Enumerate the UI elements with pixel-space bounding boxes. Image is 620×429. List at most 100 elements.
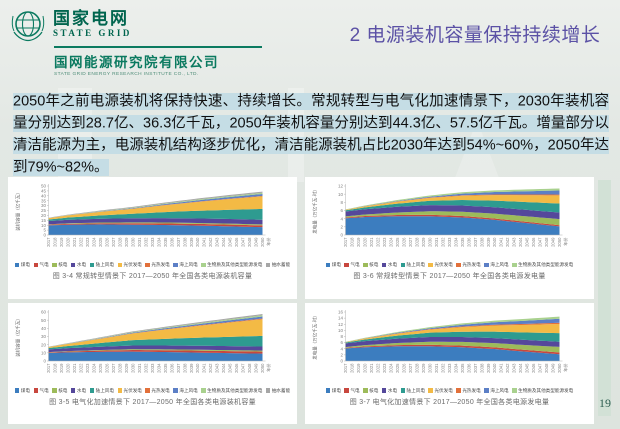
svg-text:2045: 2045	[525, 237, 530, 247]
legend-label: 海上风电	[179, 262, 198, 267]
svg-text:20: 20	[41, 213, 47, 218]
svg-text:2028: 2028	[414, 237, 419, 247]
legend-item: 海上风电	[484, 388, 509, 394]
area-series	[345, 331, 560, 343]
legend-item: 光伏发电	[117, 388, 142, 394]
legend-swatch	[456, 388, 461, 393]
svg-text:2031: 2031	[434, 237, 439, 247]
svg-text:2049: 2049	[254, 362, 259, 372]
legend-label: 核电	[369, 387, 379, 393]
legend-swatch	[363, 388, 368, 393]
legend-label: 生物质及其他类型能源发电	[207, 387, 263, 393]
area-series	[48, 348, 263, 352]
svg-text:12: 12	[338, 184, 344, 189]
svg-text:2043: 2043	[512, 237, 517, 247]
legend-label: 光伏发电	[434, 387, 453, 393]
highlighted-text: 2050年之前电源装机将保持快速、持续增长。常规转型与电气化加速情景下，2030…	[13, 92, 609, 176]
svg-text:2018: 2018	[53, 237, 58, 247]
svg-text:2017: 2017	[46, 237, 51, 247]
legend-label: 生物质及其他类型能源发电	[207, 262, 263, 267]
svg-text:10: 10	[338, 192, 344, 197]
legend-swatch	[145, 388, 150, 393]
svg-text:2024: 2024	[388, 362, 393, 372]
legend-swatch	[70, 262, 76, 268]
svg-text:2042: 2042	[208, 237, 213, 247]
logo-cn-text: 国家电网	[53, 9, 129, 29]
area-series	[345, 190, 560, 210]
legend-item: 水电	[381, 388, 397, 394]
svg-text:2034: 2034	[453, 237, 458, 247]
svg-text:0: 0	[340, 358, 343, 363]
svg-text:2019: 2019	[356, 237, 361, 247]
svg-text:2017: 2017	[46, 362, 51, 372]
logo-divider	[54, 46, 262, 48]
legend-item: 核电	[363, 388, 378, 394]
org-name-en: STATE GRID ENERGY RESEARCH INSTITUTE CO.…	[54, 72, 199, 77]
svg-text:4: 4	[340, 346, 343, 351]
area-series	[48, 192, 263, 219]
area-series	[48, 224, 263, 235]
svg-text:2019: 2019	[59, 362, 64, 372]
area-series	[48, 314, 263, 347]
legend-item: 光热发电	[145, 388, 170, 394]
svg-text:60: 60	[41, 309, 47, 314]
svg-text:2041: 2041	[499, 362, 504, 372]
svg-text:40: 40	[41, 193, 47, 198]
area-series	[48, 345, 263, 352]
legend-label: 煤电	[20, 262, 30, 267]
state-grid-globe-icon	[10, 6, 46, 42]
svg-text:2027: 2027	[408, 237, 413, 247]
svg-text:装机容量（亿千瓦）: 装机容量（亿千瓦）	[15, 190, 22, 231]
svg-text:2017: 2017	[343, 237, 348, 247]
chart-panel-fig-3-5: 0 10 20 30 40 50 60 2017 2018 2019 2020 2021 2022 202…	[8, 302, 297, 424]
svg-text:2049: 2049	[254, 237, 259, 247]
legend-swatch	[117, 388, 122, 393]
svg-text:年份: 年份	[265, 362, 272, 371]
legend-swatch	[325, 388, 331, 393]
legend-swatch	[381, 388, 387, 393]
legend-item: 抽水蓄能	[265, 388, 290, 394]
svg-text:2028: 2028	[117, 237, 122, 247]
svg-text:2021: 2021	[369, 362, 374, 372]
legend-swatch	[344, 262, 349, 268]
legend-swatch	[70, 388, 76, 393]
svg-text:2030: 2030	[427, 237, 432, 247]
legend-item: 煤电	[14, 262, 30, 268]
svg-text:2023: 2023	[85, 362, 90, 372]
svg-text:2037: 2037	[473, 237, 478, 247]
svg-text:2040: 2040	[492, 237, 497, 247]
chart-caption: 图 3-6 常规转型情景下 2017—2050 年全国各类电源发电量	[353, 273, 546, 280]
svg-text:16: 16	[338, 309, 344, 314]
svg-text:2043: 2043	[215, 237, 220, 247]
svg-text:2047: 2047	[241, 362, 246, 372]
legend-label: 水电	[76, 262, 87, 267]
legend-swatch	[265, 388, 271, 393]
legend-swatch	[14, 388, 20, 393]
svg-text:2023: 2023	[382, 237, 387, 247]
svg-text:2036: 2036	[169, 362, 174, 372]
svg-text:2026: 2026	[401, 362, 406, 372]
svg-text:10: 10	[41, 350, 47, 355]
chart-legend: 煤电 气电 核电 水电 陆上风电 光伏发电 光热发电 海上风电 生物质及其他类型能源发电	[325, 387, 573, 394]
svg-text:2037: 2037	[176, 362, 181, 372]
svg-text:2046: 2046	[234, 362, 239, 372]
legend-label: 陆上风电	[406, 262, 425, 267]
area-series	[48, 193, 263, 219]
area-series	[48, 318, 263, 347]
legend-item: 海上风电	[173, 262, 198, 268]
svg-text:2039: 2039	[189, 362, 194, 372]
svg-text:2033: 2033	[150, 362, 155, 372]
chart-panel-fig-3-6: 0 2 4 6 8 10 12 2017 2018 2019 2020 2021 2022 2023 202…	[305, 177, 594, 299]
svg-text:2027: 2027	[111, 237, 116, 247]
svg-text:2026: 2026	[104, 237, 109, 247]
svg-text:2024: 2024	[91, 362, 96, 372]
area-series	[48, 349, 263, 354]
area-series	[345, 341, 560, 352]
svg-text:2018: 2018	[350, 237, 355, 247]
svg-text:2041: 2041	[202, 237, 207, 247]
state-grid-logo-block: 国家电网 STATE GRID 国网能源研究院有限公司 STATE GRID E…	[10, 6, 262, 77]
org-name-cn: 国网能源研究院有限公司	[54, 55, 219, 70]
legend-item: 气电	[344, 262, 360, 268]
legend-label: 海上风电	[490, 262, 509, 267]
